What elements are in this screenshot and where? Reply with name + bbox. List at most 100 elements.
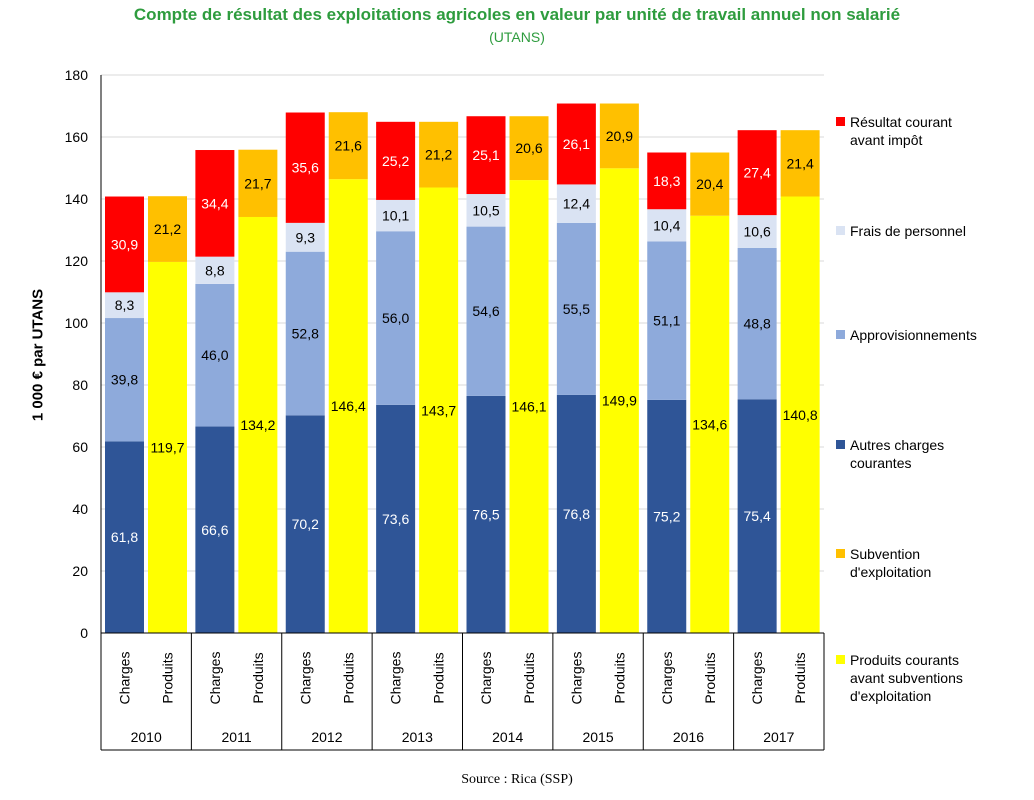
data-label: 9,3 [296,229,316,245]
charges-bar-segment [285,112,325,223]
x-bar-label: Produits [431,652,447,703]
produits-bar-segment [419,121,459,188]
produits-bar-segment [328,112,368,180]
produits-bar-segment [509,116,549,181]
legend-label: Autres charges [850,437,945,453]
data-label: 140,8 [783,407,818,423]
charges-bar-segment [376,404,416,633]
data-label: 20,9 [606,128,633,144]
charges-bar-segment [647,152,687,210]
charges-bar-segment [556,103,596,185]
data-label: 51,1 [653,313,680,329]
data-label: 18,3 [653,173,680,189]
x-year-label: 2010 [131,729,162,745]
legend-label: d'exploitation [850,688,932,704]
y-tick-label: 40 [72,501,88,517]
legend-item: Autres charges courantes [836,436,1026,472]
legend-swatch [836,655,845,664]
charges-bar-segment [466,226,506,396]
data-label: 10,6 [744,224,771,240]
x-bar-label: Produits [160,652,176,703]
charges-bar-segment [466,194,506,227]
data-label: 10,4 [653,217,680,233]
y-tick-label: 160 [65,129,89,145]
legend-label: Résultat courant [850,114,952,130]
source-note: Source : Rica (SSP) [461,772,573,787]
produits-bar-segment [148,261,187,633]
legend-item: Subvention d'exploitation [836,545,1026,581]
data-label: 70,2 [292,516,319,532]
data-label: 146,4 [331,398,366,414]
charges-bar-segment [195,283,235,427]
x-year-label: 2016 [673,729,704,745]
x-year-label: 2017 [763,729,794,745]
y-tick-label: 20 [72,563,88,579]
charges-bar-segment [647,241,687,400]
x-bar-label: Charges [117,652,133,705]
x-bar-label: Charges [388,652,404,705]
charges-bar-segment [376,231,416,405]
data-label: 25,2 [382,153,409,169]
data-label: 21,4 [787,155,814,171]
produits-bar-segment [238,149,278,217]
produits-bar-segment [599,103,639,169]
x-year-label: 2015 [582,729,613,745]
data-label: 134,2 [240,417,275,433]
data-label: 48,8 [744,316,771,332]
legend-label: avant subventions [850,670,963,686]
data-label: 119,7 [151,439,185,455]
charges-bar-segment [647,399,687,633]
data-label: 46,0 [201,347,228,363]
produits-bar-segment [419,187,459,633]
produits-bar-segment [780,196,820,633]
charges-bar-segment [105,441,144,633]
charges-bar-segment [195,256,235,284]
produits-bar-segment [780,130,820,197]
data-label: 34,4 [201,195,228,211]
data-label: 35,6 [292,160,319,176]
produits-bar-segment [328,179,368,633]
y-tick-label: 120 [65,253,89,269]
data-label: 75,4 [744,508,771,524]
data-label: 8,8 [205,262,225,278]
charges-bar-segment [195,426,235,633]
y-tick-label: 60 [72,439,88,455]
data-label: 56,0 [382,310,409,326]
produits-bar-segment [509,180,549,633]
data-label: 66,6 [201,522,228,538]
x-bar-label: Produits [250,652,266,703]
x-bar-label: Produits [792,652,808,703]
legend-label: Produits courants [850,652,959,668]
charges-bar-segment [737,247,777,400]
charges-bar-segment [647,209,687,242]
legend-swatch [836,549,845,558]
data-label: 12,4 [563,196,590,212]
x-year-label: 2013 [402,729,433,745]
data-label: 73,6 [382,511,409,527]
x-bar-label: Produits [611,652,627,703]
chart-subtitle: (UTANS) [489,29,545,45]
charges-bar-segment [105,196,144,293]
produits-bar-segment [238,216,278,634]
data-label: 75,2 [653,508,680,524]
legend-item: Produits courants avant subventions d'expl… [836,651,1026,705]
x-year-label: 2011 [222,729,252,745]
y-tick-label: 100 [65,315,89,331]
legend-label: Approvisionnements [850,327,977,343]
charges-bar-segment [556,184,596,223]
legend-label: courantes [850,455,912,471]
data-label: 21,2 [154,221,181,237]
legend-label: avant impôt [850,132,923,148]
charges-bar-segment [466,116,506,195]
x-bar-label: Charges [297,652,313,705]
data-label: 146,1 [511,399,546,415]
charges-bar-segment [285,251,325,416]
data-label: 10,5 [472,202,499,218]
charges-bar-segment [285,415,325,633]
charges-bar-segment [105,292,144,319]
legend-label: d'exploitation [850,564,932,580]
data-label: 39,8 [111,372,138,388]
x-bar-label: Charges [568,652,584,705]
legend-swatch [836,330,845,339]
